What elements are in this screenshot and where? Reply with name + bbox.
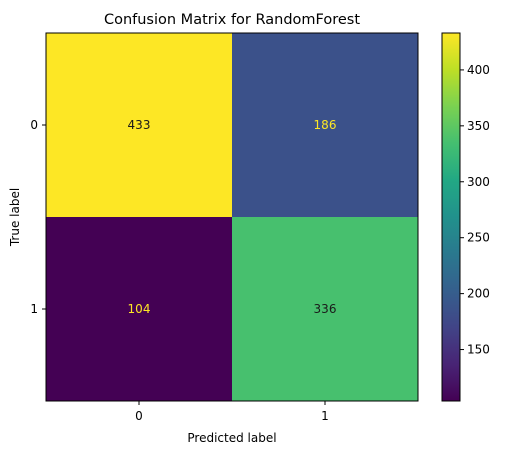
cell-value-label: 336 xyxy=(314,302,337,316)
y-tick-label: 0 xyxy=(30,118,38,132)
colorbar-gradient xyxy=(441,32,461,402)
cell-value-label: 104 xyxy=(128,302,151,316)
y-axis-label: True label xyxy=(8,188,22,247)
plot-frame xyxy=(45,32,419,402)
colorbar-tick-label: 250 xyxy=(467,231,490,245)
cell-value-label: 186 xyxy=(314,118,337,132)
heatmap-cell xyxy=(46,217,232,401)
cell-value-label: 433 xyxy=(128,118,151,132)
heatmap-cell xyxy=(232,33,418,217)
heatmap-cell xyxy=(232,217,418,401)
colorbar-tick-label: 200 xyxy=(467,287,490,301)
colorbar-tick-label: 150 xyxy=(467,343,490,357)
chart-title: Confusion Matrix for RandomForest xyxy=(104,12,360,28)
y-axis-ticks: 01 xyxy=(30,118,46,316)
heatmap-cells: 433 186 104 336 xyxy=(46,33,418,401)
colorbar-ticks: 150 200 250 300 350 400 xyxy=(460,63,490,357)
x-axis-label: Predicted label xyxy=(187,431,276,445)
heatmap-cell xyxy=(46,33,232,217)
colorbar-tick-label: 350 xyxy=(467,119,490,133)
x-tick-label: 0 xyxy=(135,409,143,423)
colorbar-tick-label: 300 xyxy=(467,175,490,189)
y-tick-label: 1 xyxy=(30,302,38,316)
colorbar: 150 200 250 300 350 400 xyxy=(441,32,490,402)
x-tick-label: 1 xyxy=(321,409,329,423)
colorbar-tick-label: 400 xyxy=(467,63,490,77)
